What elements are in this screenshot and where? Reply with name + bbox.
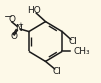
Text: CH₃: CH₃ xyxy=(74,47,90,56)
Text: −: − xyxy=(4,12,13,22)
Text: O: O xyxy=(9,15,16,24)
Text: O: O xyxy=(11,32,18,41)
Text: HO: HO xyxy=(27,6,41,15)
Text: Cl: Cl xyxy=(53,67,62,76)
Text: N: N xyxy=(15,24,22,33)
Text: Cl: Cl xyxy=(68,37,77,46)
Text: +: + xyxy=(18,22,24,28)
